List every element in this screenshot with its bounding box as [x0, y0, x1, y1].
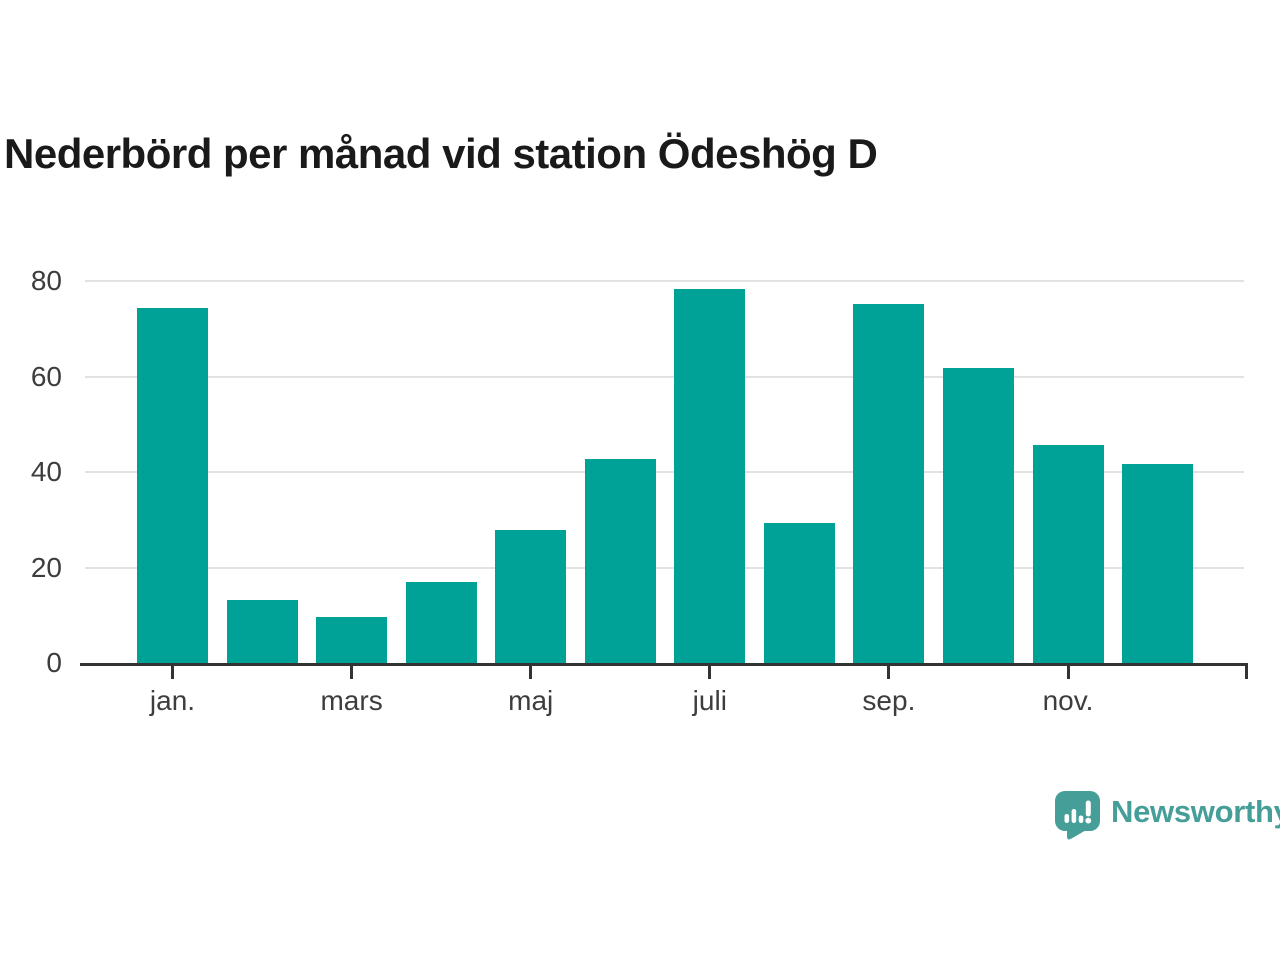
gridline [85, 280, 1244, 282]
newsworthy-logo-icon [1055, 791, 1100, 840]
x-axis-label: mars [320, 685, 383, 716]
newsworthy-logo: Newsworthy [1054, 790, 1280, 842]
y-axis-label: 60 [30, 360, 62, 392]
chart-bar [316, 616, 388, 663]
x-axis-tick [1066, 666, 1070, 679]
x-axis-label: jan. [149, 685, 196, 716]
newsworthy-logo-text: Newsworthy [1111, 794, 1280, 829]
y-axis-label: 80 [30, 265, 62, 296]
x-axis-tick [350, 666, 354, 679]
x-axis-tick [529, 666, 533, 679]
axis-end-tick [1245, 666, 1248, 679]
chart-bar [1032, 444, 1104, 663]
x-axis-label: maj [508, 685, 554, 716]
plot-area: jan. mars maj juli sep. nov. [80, 280, 1248, 716]
y-axis-label: 20 [30, 551, 62, 583]
chart-bar [763, 522, 835, 663]
chart-bar [137, 308, 208, 663]
chart-bar [674, 288, 746, 663]
x-axis-label: nov. [1042, 685, 1094, 716]
chart-bar [495, 529, 567, 663]
chart-bar [853, 304, 925, 663]
chart-bar [1122, 463, 1194, 663]
chart-bar [584, 458, 656, 663]
x-axis-label: sep. [862, 685, 916, 716]
chart-bar [226, 599, 298, 663]
gridline [85, 375, 1244, 378]
chart-bar [405, 581, 477, 663]
x-axis-tick [171, 666, 174, 679]
gridline [85, 566, 1244, 569]
gridline [85, 471, 1244, 473]
x-axis-tick [708, 666, 712, 679]
chart-title: Nederbörd per månad vid station Ödeshög … [4, 130, 878, 177]
chart-bar [942, 368, 1014, 663]
y-axis-label: 40 [30, 456, 62, 487]
x-axis-label: juli [692, 685, 727, 716]
x-axis-tick [887, 666, 891, 679]
y-axis-label: 0 [46, 647, 62, 678]
